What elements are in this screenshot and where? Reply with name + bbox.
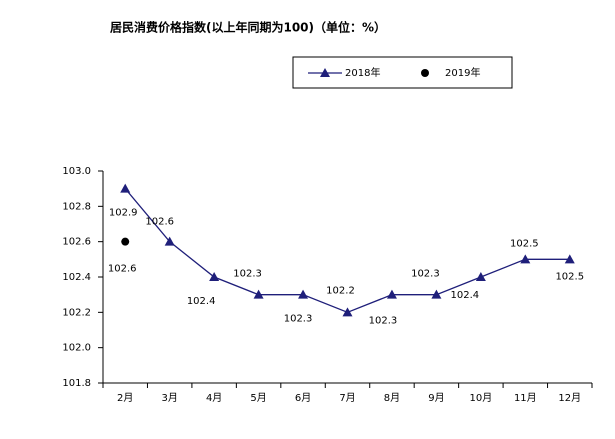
data-label: 102.3	[369, 316, 398, 327]
y-tick-label: 103.0	[62, 166, 91, 177]
legend-marker	[320, 68, 330, 77]
marker	[564, 254, 575, 264]
chart-title: 居民消费价格指数(以上年同期为100)（单位：%）	[110, 20, 386, 35]
marker	[342, 307, 353, 317]
data-label: 102.9	[109, 208, 138, 219]
x-tick-label: 4月	[206, 392, 222, 404]
marker	[431, 289, 442, 299]
data-label: 102.5	[510, 238, 539, 249]
x-tick-label: 6月	[295, 392, 311, 404]
marker	[386, 289, 397, 299]
marker	[120, 183, 131, 193]
data-label: 102.6	[145, 217, 174, 228]
x-tick-label: 3月	[161, 392, 177, 404]
marker	[298, 289, 309, 299]
marker	[164, 236, 175, 246]
x-tick-label: 11月	[514, 392, 537, 404]
data-label: 102.4	[187, 296, 216, 307]
x-tick-label: 12月	[558, 392, 581, 404]
y-tick-label: 102.8	[62, 201, 91, 212]
data-label: 102.6	[108, 264, 137, 275]
y-tick-label: 102.2	[62, 307, 91, 318]
data-label: 102.3	[284, 314, 313, 325]
legend-box	[292, 56, 513, 89]
data-label: 102.3	[233, 269, 262, 280]
marker	[475, 272, 486, 281]
data-label: 102.2	[326, 285, 355, 296]
legend-label: 2019年	[445, 66, 480, 79]
data-label: 102.3	[411, 269, 440, 280]
data-label: 102.5	[555, 271, 584, 282]
marker	[520, 254, 531, 264]
y-tick-label: 102.4	[62, 272, 91, 283]
marker	[209, 272, 220, 281]
x-tick-label: 2月	[117, 392, 133, 404]
x-tick-label: 8月	[384, 392, 400, 404]
x-tick-label: 10月	[469, 392, 492, 404]
legend-marker	[421, 69, 429, 77]
marker	[121, 237, 130, 246]
y-tick-label: 102.0	[62, 343, 91, 354]
y-tick-label: 102.6	[62, 237, 91, 248]
x-tick-label: 5月	[250, 392, 266, 404]
data-label: 102.4	[451, 290, 480, 301]
legend-label: 2018年	[345, 66, 380, 79]
y-tick-label: 101.8	[62, 378, 91, 389]
x-tick-label: 7月	[339, 392, 355, 404]
x-tick-label: 9月	[428, 392, 444, 404]
marker	[253, 289, 264, 299]
